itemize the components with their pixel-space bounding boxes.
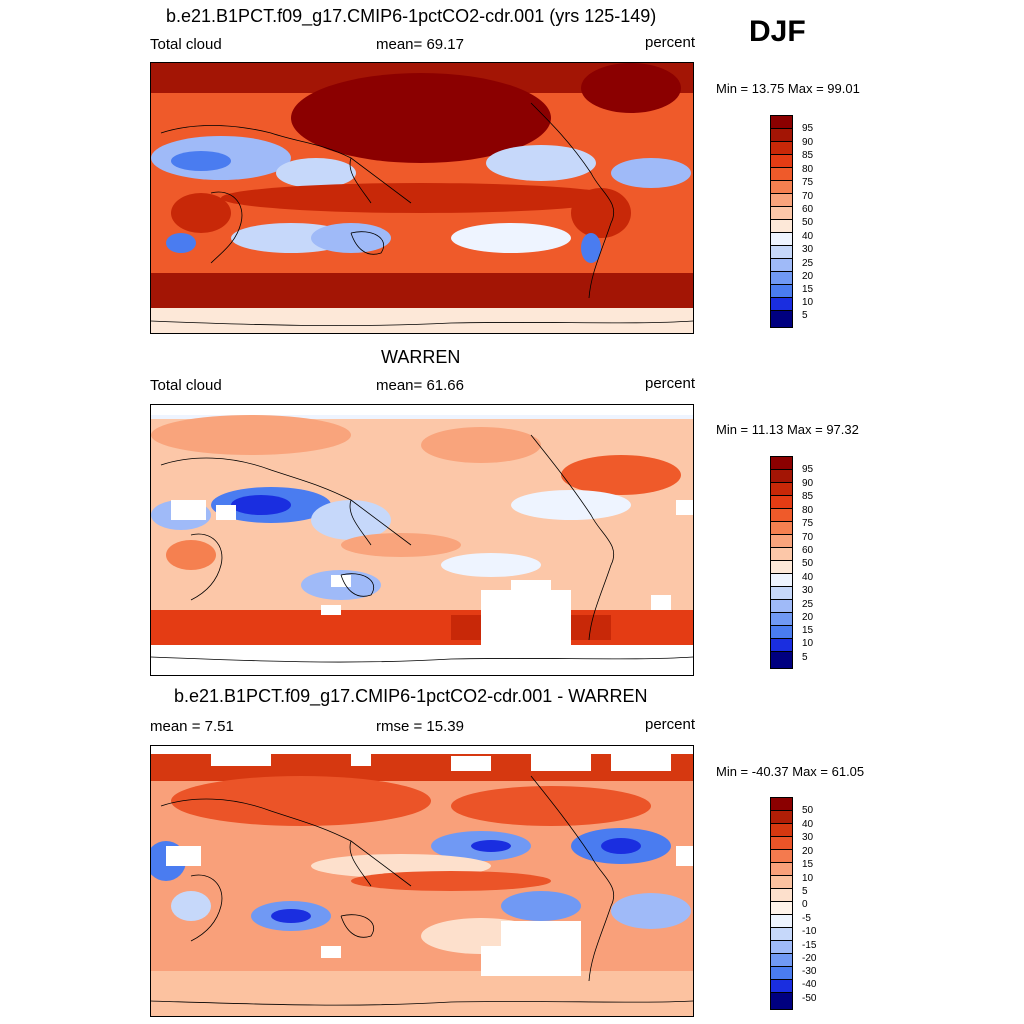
panel-1-colorbar-label: 10	[802, 297, 814, 308]
panel-2-units-label: percent	[645, 375, 696, 392]
panel-3-colorbar-label: 10	[802, 873, 814, 884]
panel-1-colorbar	[770, 115, 793, 328]
panel-3-rmse-label: rmse = 15.39	[376, 718, 464, 735]
panel-2-colorbar-label: 15	[802, 625, 814, 636]
panel-2-colorbar-label: 25	[802, 599, 814, 610]
panel-3-mean-label: mean = 7.51	[150, 718, 234, 735]
panel-1-colorbar-label: 80	[802, 164, 814, 175]
panel-3-colorbar-label: 30	[802, 832, 814, 843]
panel-1-units-label: percent	[645, 34, 696, 51]
panel-3-colorbar-label: 40	[802, 819, 814, 830]
panel-2-minmax: Min = 11.13 Max = 97.32	[716, 422, 859, 437]
panel-2-colorbar-label: 10	[802, 638, 814, 649]
panel-3-colorbar	[770, 797, 793, 1010]
panel-2-colorbar-label: 75	[802, 518, 814, 529]
panel-1-colorbar-label: 15	[802, 284, 814, 295]
panel-2-colorbar-label: 30	[802, 585, 814, 596]
panel-2-colorbar-label: 70	[802, 532, 814, 543]
panel-2-colorbar-label: 95	[802, 464, 814, 475]
panel-1-mean-label: mean= 69.17	[376, 36, 464, 53]
panel-3-units-label: percent	[645, 716, 696, 733]
panel-2-variable-label: Total cloud	[150, 377, 222, 394]
panel-3-title: b.e21.B1PCT.f09_g17.CMIP6-1pctCO2-cdr.00…	[174, 686, 648, 706]
panel-3-colorbar-label: -30	[802, 966, 817, 977]
panel-1-map	[150, 62, 694, 334]
panel-3-minmax: Min = -40.37 Max = 61.05	[716, 764, 865, 779]
panel-2-colorbar-label: 20	[802, 612, 814, 623]
panel-1-colorbar-label: 85	[802, 150, 814, 161]
panel-3-colorbar-label: 50	[802, 805, 814, 816]
panel-3-colorbar-label: -15	[802, 940, 817, 951]
panel-1-minmax: Min = 13.75 Max = 99.01	[716, 81, 860, 96]
panel-3-colorbar-label: -10	[802, 926, 817, 937]
panel-3-colorbar-label: -20	[802, 953, 817, 964]
panel-2-colorbar-label: 85	[802, 491, 814, 502]
panel-3-colorbar-label: -40	[802, 979, 817, 990]
panel-1-colorbar-label: 50	[802, 217, 814, 228]
panel-1-colorbar-label: 75	[802, 177, 814, 188]
panel-2-colorbar-label: 80	[802, 505, 814, 516]
panel-2-colorbar	[770, 456, 793, 669]
panel-2-title: WARREN	[381, 347, 461, 367]
panel-3-map	[150, 745, 694, 1017]
panel-3-colorbar-label: 15	[802, 859, 814, 870]
panel-2-map	[150, 404, 694, 676]
panel-1-colorbar-label: 70	[802, 191, 814, 202]
panel-2-colorbar-label: 40	[802, 572, 814, 583]
panel-3-colorbar-label: 0	[802, 899, 808, 910]
panel-2-colorbar-label: 5	[802, 652, 808, 663]
panel-2-mean-label: mean= 61.66	[376, 377, 464, 394]
panel-2-colorbar-label: 90	[802, 478, 814, 489]
panel-3-colorbar-label: -50	[802, 993, 817, 1004]
panel-1-colorbar-label: 5	[802, 310, 808, 321]
panel-1-colorbar-label: 90	[802, 137, 814, 148]
panel-3-colorbar-label: 5	[802, 886, 808, 897]
panel-3-colorbar-label: -5	[802, 913, 811, 924]
panel-3-colorbar-label: 20	[802, 846, 814, 857]
panel-1-variable-label: Total cloud	[150, 36, 222, 53]
panel-1-title: b.e21.B1PCT.f09_g17.CMIP6-1pctCO2-cdr.00…	[166, 6, 657, 26]
panel-1-colorbar-label: 95	[802, 123, 814, 134]
panel-1-colorbar-label: 40	[802, 231, 814, 242]
season-label: DJF	[749, 15, 806, 48]
panel-1-colorbar-label: 20	[802, 271, 814, 282]
panel-1-colorbar-label: 60	[802, 204, 814, 215]
panel-2-colorbar-label: 60	[802, 545, 814, 556]
panel-2-colorbar-label: 50	[802, 558, 814, 569]
panel-1-colorbar-label: 25	[802, 258, 814, 269]
panel-1-colorbar-label: 30	[802, 244, 814, 255]
